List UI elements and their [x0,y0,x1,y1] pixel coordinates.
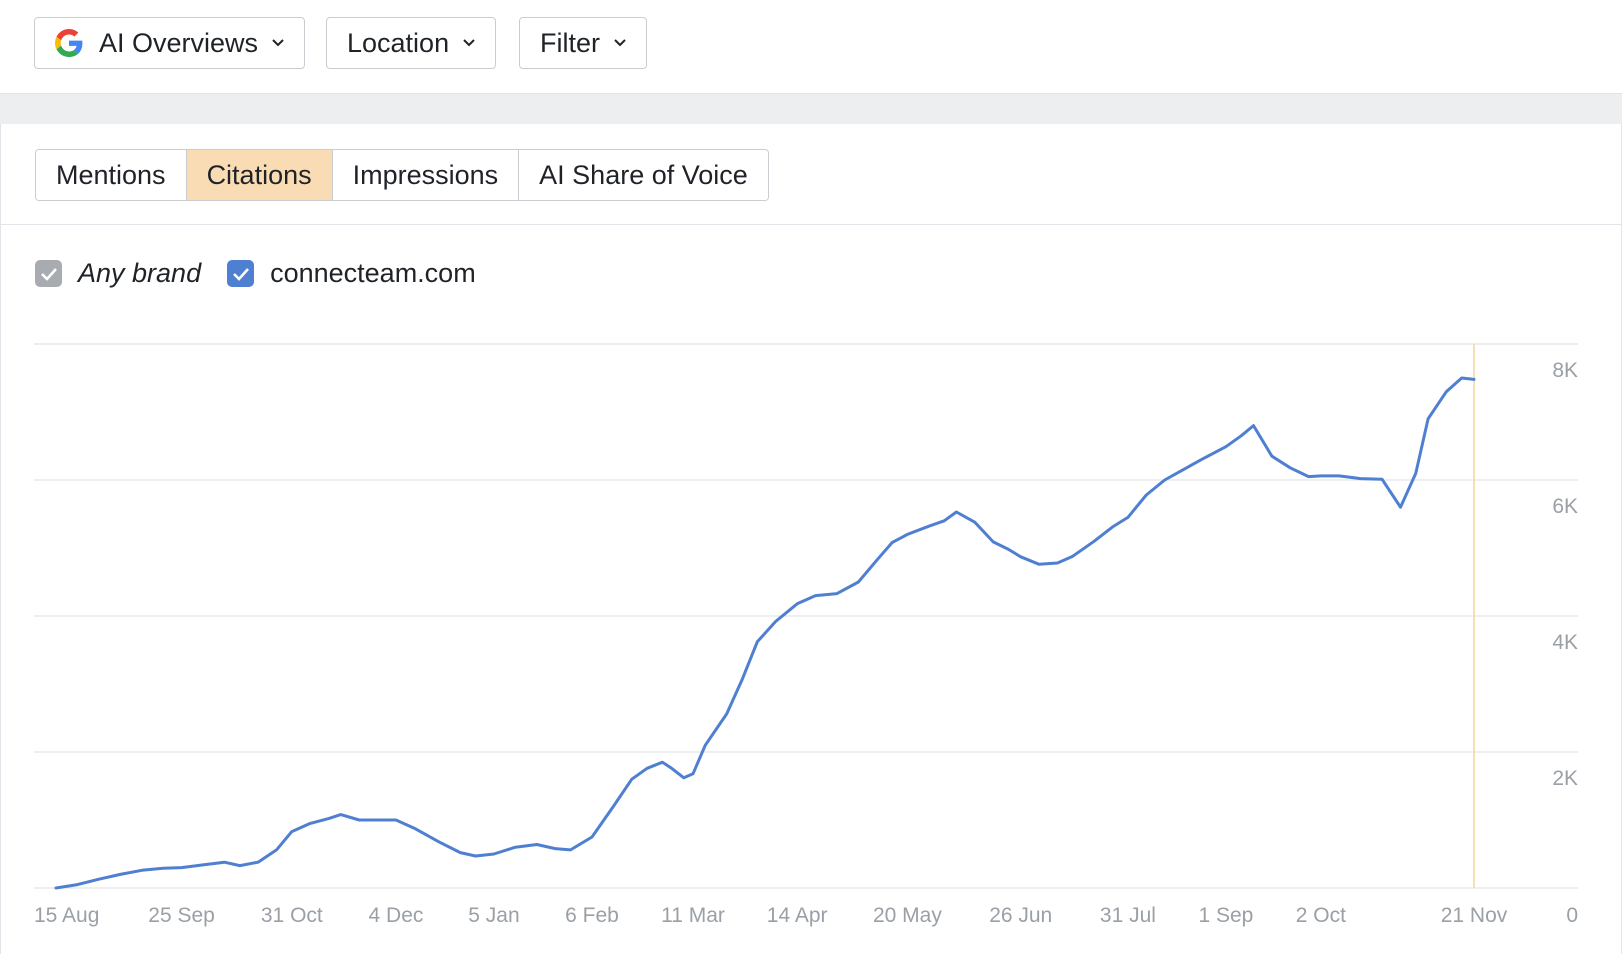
x-tick-label: 6 Feb [565,904,619,927]
checkbox-checked-icon[interactable] [35,260,62,287]
y-tick-label: 8K [1552,359,1578,382]
chart-panel: Mentions Citations Impressions AI Share … [0,124,1622,954]
location-dropdown[interactable]: Location [326,17,497,69]
x-tick-label: 31 Oct [261,904,323,927]
ai-overviews-dropdown[interactable]: AI Overviews [34,17,306,69]
x-tick-label: 31 Jul [1100,904,1156,927]
chart-legend: Any brand connecteam.com [35,258,502,289]
filter-dropdown[interactable]: Filter [519,17,647,69]
x-tick-label: 26 Jun [989,904,1052,927]
legend-item-any-brand[interactable]: Any brand [35,258,201,289]
checkbox-checked-icon[interactable] [227,260,255,287]
legend-label: connecteam.com [270,258,476,288]
top-toolbar: AI Overviews Location Filter [0,0,1622,94]
chevron-down-icon [270,35,286,51]
y-tick-label: 2K [1552,767,1578,790]
x-tick-label: 5 Jan [468,904,519,927]
x-tick-label: 2 Oct [1296,904,1346,927]
x-tick-label: 15 Aug [34,904,99,927]
x-tick-label: 1 Sep [1198,904,1253,927]
x-tick-label: 20 May [873,904,942,927]
x-tick-label: 14 Apr [767,904,828,927]
dropdown-label: Location [347,27,450,58]
google-g-icon [55,29,83,57]
x-tick-label: 4 Dec [369,904,424,927]
y-tick-label: 4K [1552,631,1578,654]
series-line-connecteam[interactable] [54,376,1476,890]
panel-separator [1,224,1622,225]
tab-citations[interactable]: Citations [186,150,333,200]
y-tick-label: 6K [1552,495,1578,518]
x-tick-label: 25 Sep [148,904,215,927]
x-tick-label: 11 Mar [661,904,725,927]
tab-mentions[interactable]: Mentions [36,150,187,200]
dropdown-label: Filter [540,27,600,58]
x-tick-label: 21 Nov [1441,904,1508,927]
legend-item-connecteam[interactable]: connecteam.com [227,258,476,289]
dropdown-label: AI Overviews [99,27,259,58]
chevron-down-icon [612,35,628,51]
chevron-down-icon [461,35,477,51]
section-divider [0,94,1622,124]
legend-label: Any brand [78,258,202,288]
metric-tabs: Mentions Citations Impressions AI Share … [35,149,769,201]
tab-impressions[interactable]: Impressions [332,150,520,200]
y-tick-label-zero: 0 [1566,904,1578,927]
tab-ai-share-of-voice[interactable]: AI Share of Voice [519,150,768,200]
